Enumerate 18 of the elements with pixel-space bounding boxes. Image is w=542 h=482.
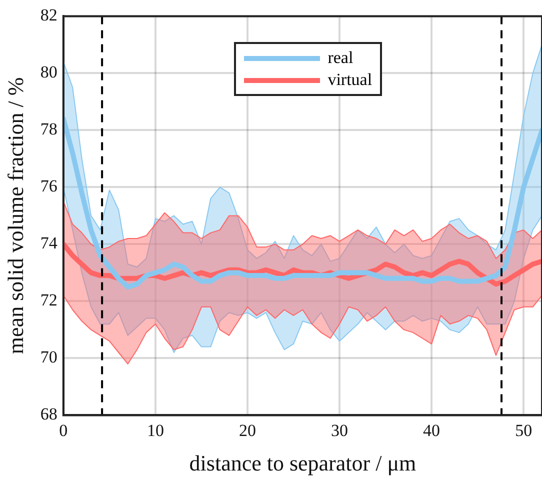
legend-label: real bbox=[326, 47, 354, 70]
y-tick-label: 82 bbox=[40, 6, 58, 25]
x-tick-label: 0 bbox=[59, 420, 68, 440]
x-tick-label: 50 bbox=[515, 420, 532, 440]
x-tick-label: 40 bbox=[423, 420, 440, 440]
legend-label: virtual bbox=[326, 69, 372, 92]
x-axis-title: distance to separator / μm bbox=[189, 450, 416, 476]
y-tick-label: 76 bbox=[40, 176, 58, 196]
y-tick-label: 70 bbox=[40, 348, 58, 367]
y-tick-label: 68 bbox=[40, 404, 58, 424]
x-tick-label: 30 bbox=[331, 420, 348, 440]
y-tick-label: 74 bbox=[40, 234, 58, 253]
y-tick-label: 80 bbox=[40, 62, 58, 82]
y-axis-title: mean solid volume fraction / % bbox=[2, 77, 28, 354]
y-tick-label: 78 bbox=[40, 120, 58, 139]
x-tick-label: 10 bbox=[146, 420, 164, 440]
y-tick-label: 72 bbox=[40, 290, 58, 310]
x-tick-label: 20 bbox=[238, 420, 256, 440]
